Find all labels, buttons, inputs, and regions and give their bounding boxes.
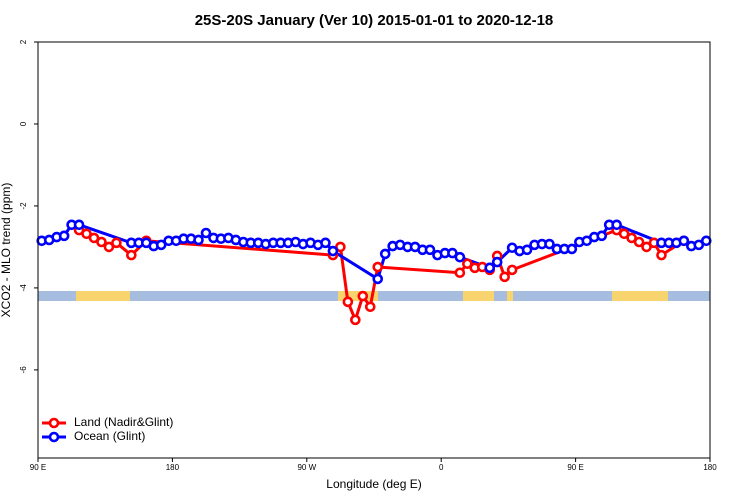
data-point bbox=[58, 230, 70, 242]
data-point bbox=[372, 261, 384, 273]
data-point bbox=[454, 267, 466, 279]
data-point bbox=[327, 245, 339, 257]
y-tick-label: -2 bbox=[19, 202, 28, 210]
data-point bbox=[96, 236, 107, 248]
data-point bbox=[656, 249, 667, 261]
chart-title: 25S-20S January (Ver 10) 2015-01-01 to 2… bbox=[195, 12, 554, 29]
data-point bbox=[454, 251, 466, 263]
data-point bbox=[596, 230, 608, 242]
data-point bbox=[618, 228, 630, 240]
data-point bbox=[447, 247, 458, 259]
legend-label: Land (Nadir&Glint) bbox=[74, 415, 173, 429]
data-point bbox=[641, 241, 652, 253]
data-point bbox=[484, 262, 496, 274]
data-point bbox=[357, 290, 369, 302]
data-point bbox=[335, 241, 346, 253]
data-point bbox=[693, 239, 705, 251]
data-point bbox=[103, 241, 115, 253]
x-tick-label: 90 E bbox=[567, 463, 583, 472]
x-tick-label: 90 E bbox=[30, 463, 46, 472]
data-point bbox=[544, 238, 555, 250]
y-tick-label: -6 bbox=[19, 366, 28, 374]
y-tick-label: -4 bbox=[19, 284, 28, 292]
data-point bbox=[700, 235, 712, 247]
x-tick-label: 0 bbox=[439, 463, 444, 472]
data-point bbox=[364, 301, 376, 313]
y-tick-label: 2 bbox=[19, 39, 28, 44]
legend-marker bbox=[48, 417, 60, 429]
data-point bbox=[678, 235, 690, 247]
x-tick-label: 90 W bbox=[297, 463, 316, 472]
data-point bbox=[424, 244, 436, 256]
data-point bbox=[626, 232, 637, 244]
legend-label: Ocean (Glint) bbox=[74, 429, 145, 443]
data-point bbox=[350, 314, 361, 326]
data-point bbox=[462, 258, 473, 270]
data-point bbox=[506, 264, 518, 276]
data-point bbox=[126, 249, 137, 261]
data-point bbox=[633, 236, 645, 248]
data-point bbox=[521, 244, 533, 256]
data-point bbox=[611, 219, 622, 231]
data-point bbox=[372, 273, 384, 285]
data-point bbox=[193, 234, 204, 246]
y-tick-label: 0 bbox=[19, 121, 28, 126]
data-point bbox=[111, 237, 122, 249]
x-axis-label: Longitude (deg E) bbox=[326, 477, 421, 491]
data-point bbox=[499, 271, 510, 283]
data-point bbox=[155, 239, 167, 251]
x-tick-label: 180 bbox=[166, 463, 180, 472]
data-point bbox=[200, 227, 212, 239]
plot-frame bbox=[37, 41, 711, 459]
data-point bbox=[491, 256, 503, 268]
y-axis-label: XCO2 - MLO trend (ppm) bbox=[0, 183, 13, 318]
data-point bbox=[88, 232, 100, 244]
x-tick-label: 180 bbox=[703, 463, 717, 472]
data-point bbox=[566, 243, 578, 255]
data-point bbox=[81, 228, 92, 240]
data-point bbox=[379, 248, 391, 260]
legend-marker bbox=[48, 431, 60, 443]
data-point bbox=[320, 237, 331, 249]
data-point bbox=[342, 296, 354, 308]
data-point bbox=[73, 219, 85, 231]
